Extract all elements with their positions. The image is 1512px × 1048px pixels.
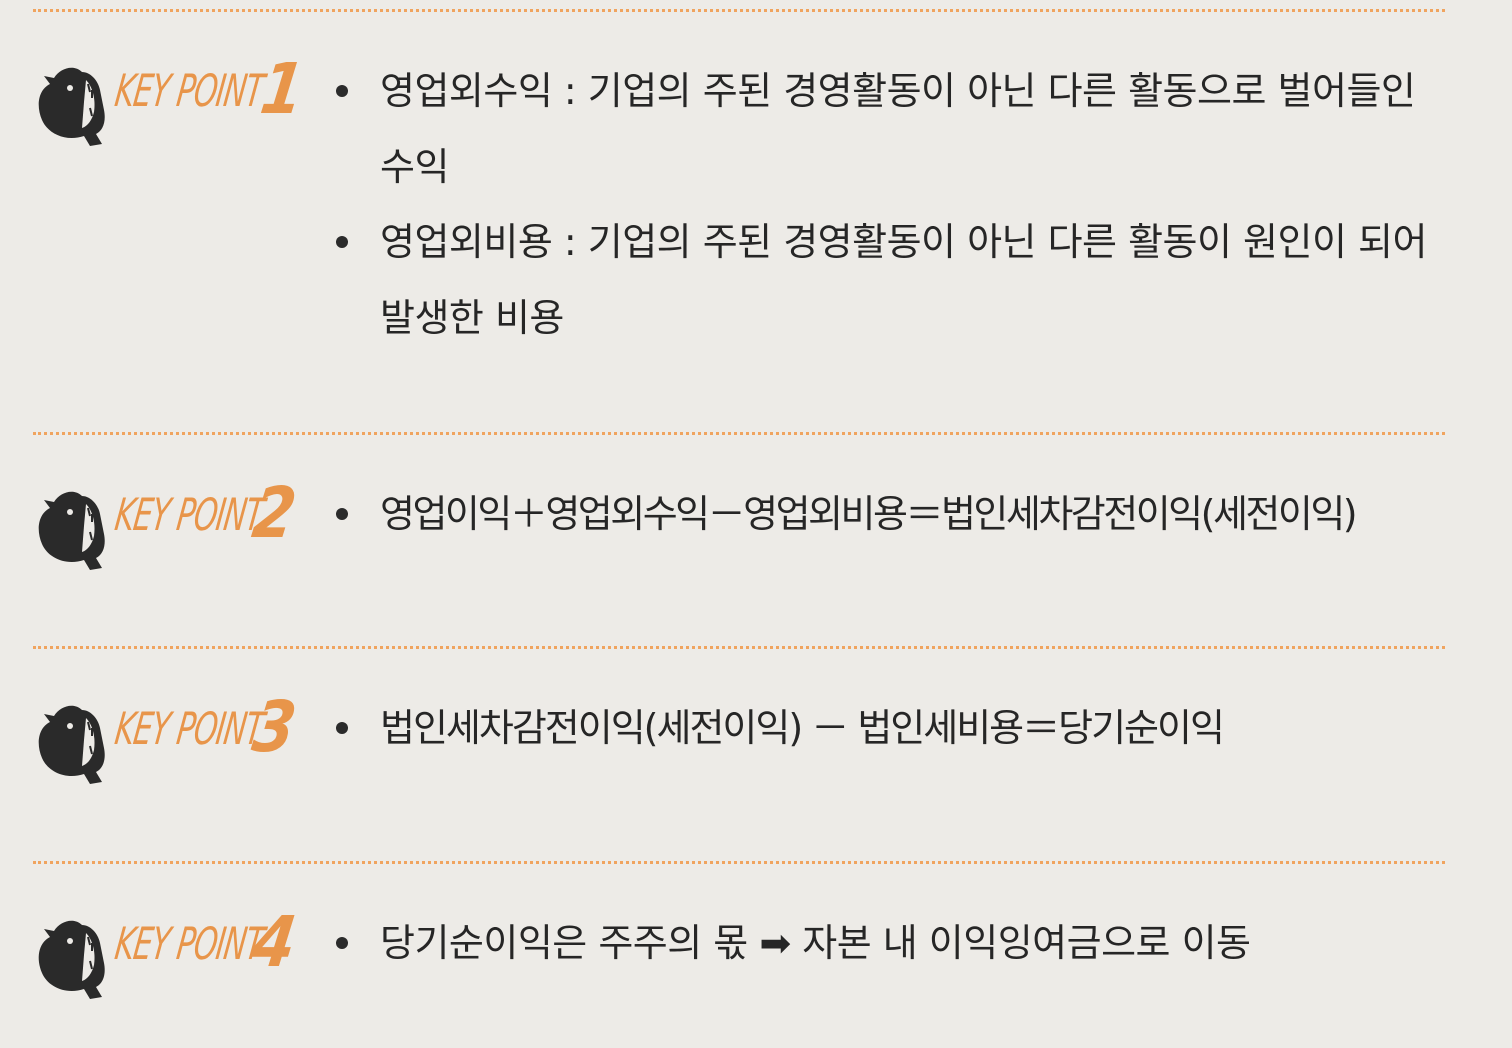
bullet-icon [336,236,348,248]
section-divider [33,9,1445,12]
key-point-label: KEY POINT [112,64,267,117]
key-point-1-badge: KEY POINT 1 [30,48,310,160]
list-item: 당기순이익은 주주의 몫 ➡ 자본 내 이익잉여금으로 이동 [380,921,1251,965]
list-item: 영업외수익 : 기업의 주된 경영활동이 아닌 다른 활동으로 벌어들인 수익 [380,69,1416,189]
bullet-icon [336,937,348,949]
bullet-icon [336,508,348,520]
list-item: 영업이익＋영업외수익－영업외비용＝법인세차감전이익(세전이익) [380,492,1358,536]
key-point-4-badge: KEY POINT 4 [30,901,310,1013]
key-point-label: KEY POINT [112,917,267,970]
list-item: 영업외비용 : 기업의 주된 경영활동이 아닌 다른 활동이 원인이 되어 발생… [380,220,1427,340]
section-divider [33,861,1445,864]
key-point-label: KEY POINT [112,702,267,755]
section-divider [33,646,1445,649]
bullet-icon [336,722,348,734]
bullet-icon [336,85,348,97]
key-point-2-badge: KEY POINT 2 [30,472,310,584]
list-item: 법인세차감전이익(세전이익) － 법인세비용＝당기순이익 [380,706,1225,750]
key-point-label: KEY POINT [112,488,267,541]
key-point-3-badge: KEY POINT 3 [30,686,310,798]
section-divider [33,432,1445,435]
